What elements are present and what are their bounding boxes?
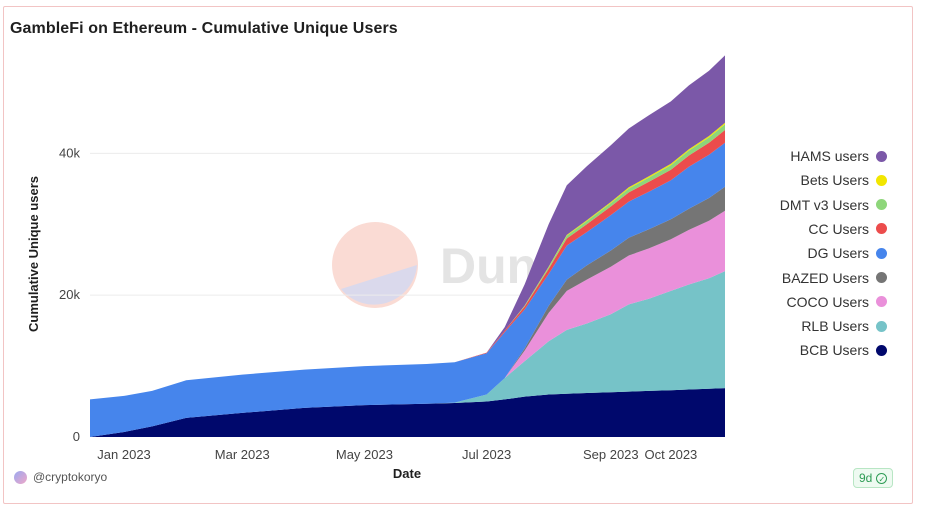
legend-item-bets-users[interactable]: Bets Users (801, 171, 887, 189)
refresh-badge[interactable]: 9d ✓ (853, 468, 894, 488)
y-tick-0: 0 (73, 429, 80, 444)
legend-item-bazed-users[interactable]: BAZED Users (782, 269, 887, 287)
y-axis-label: Cumulative Unique users (26, 176, 41, 332)
legend-item-dg-users[interactable]: DG Users (808, 244, 887, 262)
legend-swatch-icon (876, 247, 887, 259)
x-tick-may-2023: May 2023 (336, 447, 393, 462)
area-dg-users[interactable] (90, 142, 725, 437)
legend-label: COCO Users (786, 293, 869, 310)
legend-swatch-icon (876, 199, 887, 211)
legend-label: BAZED Users (781, 269, 869, 286)
refresh-age: 9d (859, 471, 873, 485)
legend-label: BCB Users (799, 342, 869, 359)
legend-swatch-icon (876, 320, 887, 332)
legend-item-coco-users[interactable]: COCO Users (787, 293, 887, 311)
legend-label: DG Users (807, 245, 869, 262)
legend-swatch-icon (876, 296, 887, 308)
legend-swatch-icon (876, 174, 887, 186)
legend-item-cc-users[interactable]: CC Users (808, 220, 887, 238)
legend-item-rlb-users[interactable]: RLB Users (801, 317, 887, 335)
chart-title: GambleFi on Ethereum - Cumulative Unique… (10, 20, 398, 37)
y-tick-40k: 40k (59, 145, 80, 160)
legend-label: RLB Users (801, 318, 869, 335)
legend-item-dmt-v3-users[interactable]: DMT v3 Users (780, 196, 887, 214)
author-name: @cryptokoryo (33, 470, 108, 484)
legend-label: HAMS users (790, 148, 869, 164)
x-tick-sep-2023: Sep 2023 (583, 447, 639, 462)
legend-item-hams-users[interactable]: HAMS users (790, 147, 887, 165)
avatar-icon (14, 470, 27, 484)
legend-swatch-icon (876, 344, 887, 356)
legend-swatch-icon (876, 272, 887, 283)
legend-swatch-icon (876, 150, 887, 162)
legend-item-bcb-users[interactable]: BCB Users (800, 341, 887, 359)
legend-label: DMT v3 Users (779, 196, 869, 213)
area-bcb-users[interactable] (90, 388, 725, 437)
legend-label: CC Users (808, 220, 869, 237)
x-tick-jan-2023: Jan 2023 (97, 447, 151, 462)
x-tick-jul-2023: Jul 2023 (462, 447, 511, 462)
y-tick-20k: 20k (59, 287, 80, 302)
author-credit[interactable]: @cryptokoryo (14, 470, 107, 484)
legend-label: Bets Users (800, 172, 869, 189)
area-rlb-users[interactable] (90, 271, 725, 437)
check-circle-icon: ✓ (876, 472, 888, 484)
x-axis-label: Date (393, 466, 421, 481)
x-tick-mar-2023: Mar 2023 (215, 447, 270, 462)
x-tick-oct-2023: Oct 2023 (645, 447, 698, 462)
legend-swatch-icon (876, 223, 887, 235)
